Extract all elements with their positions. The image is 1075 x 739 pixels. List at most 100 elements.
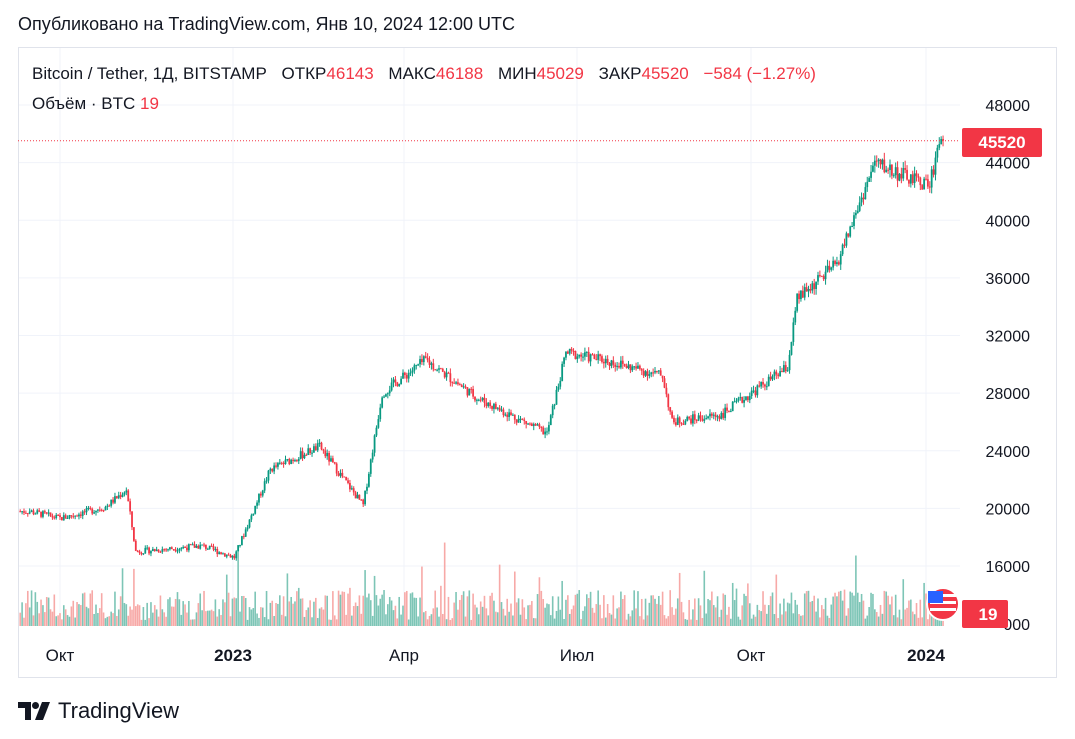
candle <box>644 370 647 378</box>
volume-bar <box>781 614 783 626</box>
volume-bar <box>504 615 507 626</box>
candle <box>468 388 471 396</box>
volume-bar <box>459 599 461 626</box>
high-value: 46188 <box>435 64 484 83</box>
candle <box>654 366 656 375</box>
candle-body <box>222 553 224 555</box>
candle-body <box>267 470 270 481</box>
candle <box>421 354 423 365</box>
candle <box>930 166 933 194</box>
volume-bar <box>273 615 275 626</box>
volume-bar <box>138 605 141 626</box>
tradingview-wordmark[interactable]: TradingView <box>58 698 180 723</box>
candle-body <box>546 431 548 433</box>
volume-bar <box>682 612 685 626</box>
volume-bar <box>318 608 321 626</box>
candle-body <box>769 376 772 380</box>
candle <box>309 447 312 455</box>
candle <box>737 396 740 403</box>
candle <box>589 353 592 367</box>
candle <box>864 182 867 200</box>
candle <box>23 508 25 516</box>
symbol-title[interactable]: Bitcoin / Tether, 1Д, BITSTAMP <box>32 64 267 83</box>
candle-body <box>523 419 526 422</box>
volume-bar <box>349 587 351 626</box>
volume-bar <box>796 604 798 626</box>
candle <box>602 358 605 369</box>
volume-bar <box>112 613 114 626</box>
volume-bar <box>610 614 613 626</box>
volume-bar <box>297 587 300 626</box>
candle <box>932 165 935 178</box>
volume-bar <box>417 616 419 626</box>
candle-body <box>932 169 935 175</box>
candle <box>841 243 844 257</box>
volume-bar <box>587 598 590 626</box>
candle <box>195 544 198 549</box>
candle-body <box>208 545 211 549</box>
candle <box>584 347 586 361</box>
candle <box>70 515 73 519</box>
candle <box>146 545 149 551</box>
candle-body <box>352 488 355 493</box>
candle <box>800 290 802 302</box>
candle <box>138 549 141 555</box>
candle-body <box>527 423 529 425</box>
candle <box>367 471 370 488</box>
candle-body <box>191 544 194 546</box>
candle-body <box>638 365 641 369</box>
candle-body <box>758 385 761 387</box>
candle <box>481 397 484 402</box>
volume-bar <box>576 593 579 626</box>
candle-body <box>498 407 501 411</box>
candle-body <box>402 372 404 379</box>
candle <box>890 164 893 180</box>
candle-body <box>578 354 581 357</box>
candle <box>259 491 262 498</box>
candle <box>43 509 46 514</box>
candle-body <box>261 490 264 496</box>
candle-body <box>676 417 679 425</box>
last-price-label: 45520 <box>962 128 1042 157</box>
candle <box>210 543 213 547</box>
volume-bar <box>104 618 107 626</box>
volume-label[interactable]: Объём · BTC <box>32 94 136 113</box>
candle-body <box>595 358 598 360</box>
candle-body <box>591 354 594 356</box>
volume-bar <box>692 609 694 626</box>
candle <box>282 461 285 468</box>
candle-body <box>845 233 848 246</box>
candle-body <box>726 407 728 411</box>
candle-body <box>502 409 505 416</box>
volume-bar <box>309 600 311 626</box>
candle <box>720 411 723 420</box>
candle-body <box>752 390 755 392</box>
candle <box>616 362 619 371</box>
candle <box>760 381 763 389</box>
volume-bar <box>159 595 162 626</box>
candle-body <box>798 293 800 300</box>
candle <box>85 506 88 516</box>
volume-bar <box>750 618 753 626</box>
candle <box>57 514 60 516</box>
volume-bar <box>544 607 546 626</box>
candle-body <box>307 448 310 456</box>
candle <box>290 458 293 465</box>
candle <box>599 353 601 362</box>
candle <box>500 405 503 412</box>
volume-bar <box>256 613 258 626</box>
candle <box>76 514 78 517</box>
volume-bar <box>237 551 239 626</box>
candle <box>366 483 368 495</box>
candle <box>19 509 22 513</box>
candle <box>286 458 289 462</box>
us-flag-icon[interactable] <box>926 587 960 621</box>
candle <box>568 348 571 356</box>
tradingview-logo-icon[interactable] <box>18 702 50 720</box>
candle-body <box>654 370 656 373</box>
volume-bar <box>383 590 385 626</box>
volume-bar <box>333 615 336 626</box>
candle-body <box>303 454 306 459</box>
volume-bar <box>326 595 328 626</box>
